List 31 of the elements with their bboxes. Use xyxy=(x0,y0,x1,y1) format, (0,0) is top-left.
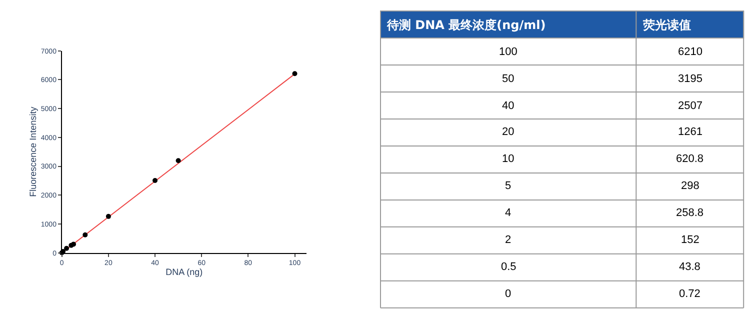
point xyxy=(106,214,111,219)
point xyxy=(292,71,298,76)
category-label: 4 xyxy=(505,207,512,219)
data-label: 620.8 xyxy=(676,153,704,165)
data-label: 152 xyxy=(681,234,700,246)
data-label: 3195 xyxy=(678,73,702,85)
category-label: 20 xyxy=(502,126,514,138)
y-axis-title: Fluorescence Intensity xyxy=(28,106,38,197)
category-label: 0 xyxy=(505,288,512,300)
category-label: 2 xyxy=(505,234,512,246)
category-label: 10 xyxy=(502,153,514,165)
text: 荧光读值 xyxy=(642,18,691,32)
data-label: 6210 xyxy=(678,46,702,58)
category-label: 50 xyxy=(502,73,514,85)
data-label: 1261 xyxy=(678,126,702,138)
data-label: 298 xyxy=(681,180,700,192)
point xyxy=(152,178,158,183)
category-label: 40 xyxy=(502,100,514,112)
point xyxy=(68,242,74,248)
data-label: 0.72 xyxy=(679,288,700,300)
point xyxy=(176,158,181,164)
text: 待测 DNA 最终浓度(ng/ml) xyxy=(386,18,546,32)
data-label: 258.8 xyxy=(676,207,704,219)
data-label: 43.8 xyxy=(679,261,700,273)
x-axis-title: DNA (ng) xyxy=(166,267,203,278)
category-label: 100 xyxy=(499,46,518,58)
point xyxy=(64,246,70,251)
category-label: 5 xyxy=(505,180,512,192)
data-label: 2507 xyxy=(678,100,702,112)
point xyxy=(82,232,88,238)
category-label: 0.5 xyxy=(501,261,516,273)
